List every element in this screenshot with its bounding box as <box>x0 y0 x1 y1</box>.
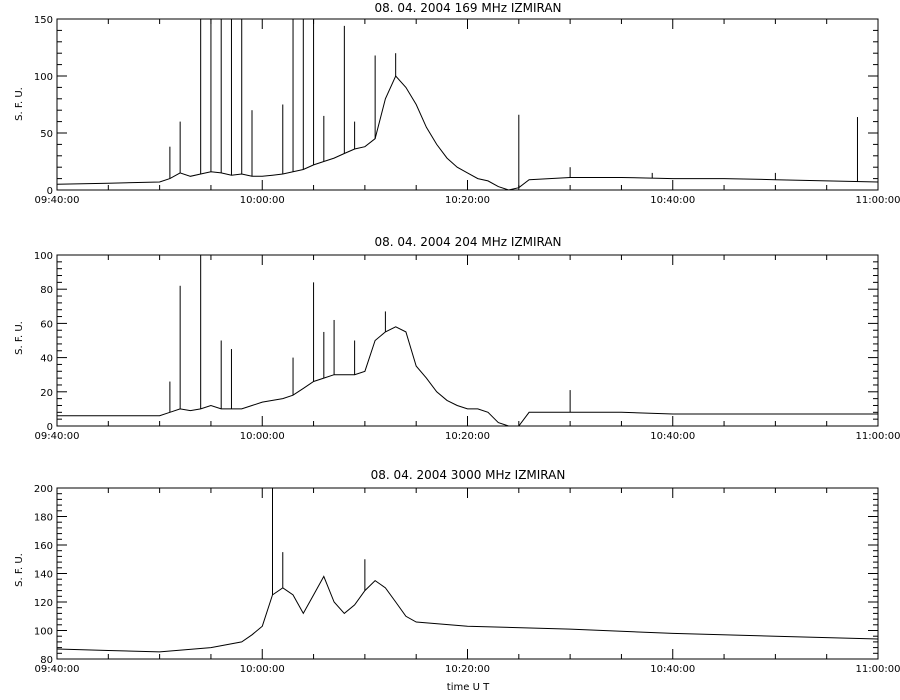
plot-frame <box>56 254 879 427</box>
y-tick-label: 0 <box>47 422 53 433</box>
x-tick-label: 10:00:00 <box>240 664 285 675</box>
x-tick-label: 10:00:00 <box>240 195 285 206</box>
y-tick-label: 80 <box>40 285 53 296</box>
tick-labels: 09:40:00 10:00:00 10:20:00 10:40:00 11:00:00… <box>34 15 900 206</box>
y-tick-label: 100 <box>34 251 53 262</box>
series-line <box>56 575 879 653</box>
x-tick-label: 10:40:00 <box>650 431 695 442</box>
plot-frame <box>56 18 879 191</box>
y-tick-label: 100 <box>34 72 53 83</box>
y-tick-label: 150 <box>34 15 53 26</box>
y-axis-label: S. F. U. <box>14 321 25 355</box>
ticks <box>56 487 879 660</box>
tick-labels: 09:40:00 10:00:00 10:20:00 10:40:00 11:00:00… <box>34 484 900 675</box>
x-tick-label: 10:00:00 <box>240 431 285 442</box>
y-tick-label: 200 <box>34 484 53 495</box>
x-tick-label: 09:40:00 <box>35 195 80 206</box>
y-tick-label: 80 <box>40 655 53 666</box>
panel-169mhz: 08. 04. 2004 169 MHz IZMIRAN S. F. U. 09… <box>14 1 900 206</box>
tick-labels: 09:40:00 10:00:00 10:20:00 10:40:00 11:00:00… <box>34 251 900 442</box>
panel-title: 08. 04. 2004 204 MHz IZMIRAN <box>374 235 561 249</box>
y-tick-label: 160 <box>34 541 53 552</box>
panel-title: 08. 04. 2004 3000 MHz IZMIRAN <box>371 468 566 482</box>
y-tick-label: 140 <box>34 570 53 581</box>
x-tick-label: 09:40:00 <box>35 664 80 675</box>
y-axis-label: S. F. U. <box>14 553 25 587</box>
x-tick-label: 11:00:00 <box>856 195 900 206</box>
y-tick-label: 50 <box>40 129 53 140</box>
x-tick-label: 11:00:00 <box>856 664 900 675</box>
y-tick-label: 20 <box>40 388 53 399</box>
y-tick-label: 100 <box>34 627 53 638</box>
x-tick-label: 10:20:00 <box>445 431 490 442</box>
x-tick-label: 10:20:00 <box>445 195 490 206</box>
spike-group <box>169 255 571 413</box>
series-line <box>57 326 878 427</box>
y-axis-label: S. F. U. <box>14 87 25 121</box>
x-tick-label: 10:40:00 <box>650 195 695 206</box>
y-tick-label: 120 <box>34 598 53 609</box>
x-tick-label: 10:40:00 <box>650 664 695 675</box>
y-tick-label: 60 <box>40 319 53 330</box>
x-axis-label: time U T <box>447 682 490 693</box>
x-tick-label: 10:20:00 <box>445 664 490 675</box>
y-tick-label: 40 <box>40 354 53 365</box>
x-tick-label: 09:40:00 <box>35 431 80 442</box>
y-tick-label: 180 <box>34 513 53 524</box>
panel-3000mhz: 08. 04. 2004 3000 MHz IZMIRAN S. F. U. t… <box>14 468 900 693</box>
panel-204mhz: 08. 04. 2004 204 MHz IZMIRAN S. F. U. 09… <box>14 235 900 442</box>
x-tick-label: 11:00:00 <box>856 431 900 442</box>
plot-frame <box>56 487 879 660</box>
spike-group <box>169 19 858 188</box>
panel-title: 08. 04. 2004 169 MHz IZMIRAN <box>374 1 561 15</box>
spike-group <box>272 488 366 595</box>
y-tick-label: 0 <box>47 186 53 197</box>
